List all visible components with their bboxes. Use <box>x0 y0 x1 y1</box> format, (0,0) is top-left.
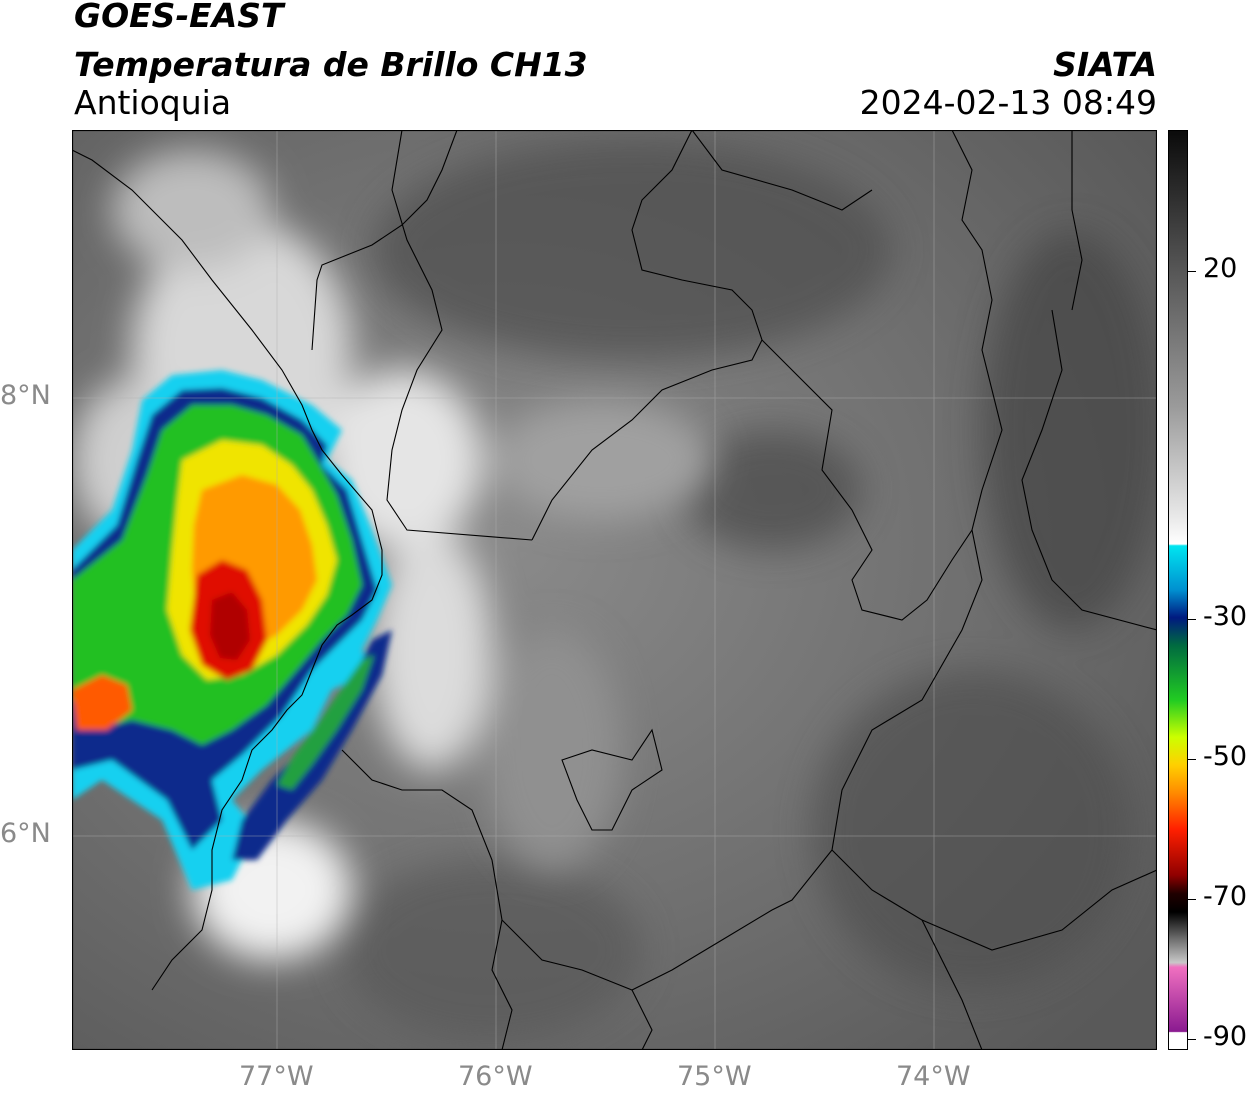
colorbar-tick-mark-m50 <box>1188 759 1196 760</box>
agency-label: SIATA <box>1053 45 1157 84</box>
lat-tick-6: 6°N <box>0 818 51 849</box>
lon-tick-76: 76°W <box>458 1061 533 1092</box>
warm-surface-shading <box>342 140 1157 1040</box>
storm-trailing-band-green <box>277 655 374 790</box>
border-northeast <box>691 130 873 211</box>
borders <box>72 130 1157 1050</box>
colorbar-tick-mark-m70 <box>1188 899 1196 900</box>
map-frame <box>72 130 1157 1050</box>
border-south-departments <box>491 919 513 1050</box>
storm-secondary-cell <box>72 675 132 730</box>
colorbar-label-m30: -30 <box>1203 601 1248 632</box>
satellite-map <box>72 130 1157 1050</box>
border-east-4 <box>1071 130 1083 311</box>
region-label: Antioquia <box>74 83 232 122</box>
border-medellin <box>561 728 663 831</box>
lon-tick-74: 74°W <box>896 1061 971 1092</box>
border-east-3 <box>1021 309 1157 631</box>
lon-tick-75: 75°W <box>677 1061 752 1092</box>
border-antioquia-east <box>761 130 1003 621</box>
colorbar-frame <box>1168 130 1188 1050</box>
border-east-2 <box>831 849 983 1050</box>
gridlines <box>72 130 1157 1050</box>
colorbar-tick-mark-20 <box>1188 271 1196 272</box>
colorbar-tick-mark-m90 <box>1188 1039 1196 1040</box>
product-title: Temperatura de Brillo CH13 <box>74 45 588 84</box>
datetime-label: 2024-02-13 08:49 <box>859 83 1157 122</box>
lat-tick-8: 8°N <box>0 380 51 411</box>
coastline-urabá <box>72 149 383 991</box>
colorbar-fill <box>1168 130 1188 1050</box>
convective-storm <box>72 370 392 890</box>
satellite-title: GOES-EAST <box>74 0 284 35</box>
colorbar-label-20: 20 <box>1203 253 1238 284</box>
colorbar-label-m50: -50 <box>1203 741 1248 772</box>
border-south-2 <box>631 989 653 1050</box>
storm-core-dark <box>210 592 250 660</box>
colorbar <box>1168 130 1188 1050</box>
lon-tick-77: 77°W <box>239 1061 314 1092</box>
border-antioquia-north <box>531 130 763 541</box>
border-southeast <box>921 869 1157 951</box>
border-antioquia-south <box>341 529 983 991</box>
border-choco-antioquia <box>386 130 533 541</box>
colorbar-tick-mark-m30 <box>1188 619 1196 620</box>
coastline-caribbean <box>311 130 458 351</box>
colorbar-label-m70: -70 <box>1203 881 1248 912</box>
colorbar-label-m90: -90 <box>1203 1021 1248 1052</box>
